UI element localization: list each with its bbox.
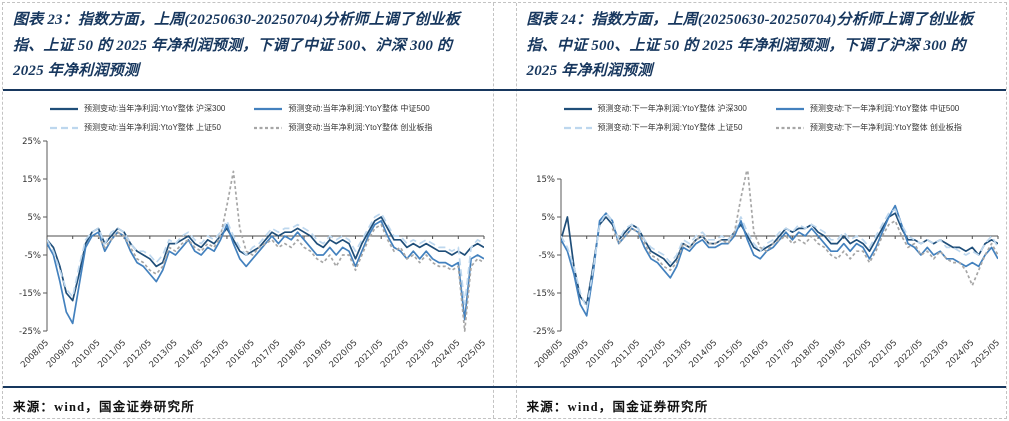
line-chart: 25%15%5%-5%-15%-25%2008/052009/052010/05… xyxy=(19,137,488,370)
legend-item: 预测变动:下一年净利润:YtoY整体 中证500 xyxy=(775,103,962,114)
y-tick-label: 15% xyxy=(22,175,41,185)
legend-label: 预测变动:当年净利润:YtoY整体 沪深300 xyxy=(84,104,226,113)
legend-line-swatch xyxy=(254,126,283,129)
y-tick-label: -25% xyxy=(533,327,555,337)
legend-item: 预测变动:下一年净利润:YtoY整体 沪深300 xyxy=(563,103,747,114)
legend-label: 预测变动:下一年净利润:YtoY整体 沪深300 xyxy=(597,104,747,113)
legend-label: 预测变动:下一年净利润:YtoY整体 中证500 xyxy=(809,104,960,113)
y-tick-label: -15% xyxy=(533,289,555,299)
series-group xyxy=(560,170,998,317)
series-line xyxy=(560,204,998,317)
legend-label: 预测变动:当年净利润:YtoY整体 上证50 xyxy=(84,123,221,132)
legend-line-swatch xyxy=(50,107,78,110)
legend-label: 预测变动:下一年净利润:YtoY整体 上证50 xyxy=(597,123,743,132)
legend-item: 预测变动:当年净利润:YtoY整体 中证500 xyxy=(253,103,432,114)
series-line xyxy=(611,170,998,287)
figure-title-24: 图表 24：指数方面，上周(20250630-20250704)分析师上调了创业… xyxy=(526,12,974,79)
chart-panel-left: 预测变动:当年净利润:YtoY整体 沪深300 预测变动:当年净利润:YtoY整体… xyxy=(3,91,493,386)
legend-label: 预测变动:当年净利润:YtoY整体 创业板指 xyxy=(288,123,433,132)
title-divider-rule xyxy=(3,89,1006,91)
legend-line-swatch xyxy=(775,107,804,110)
column-divider xyxy=(492,3,517,418)
legend-line-swatch xyxy=(563,107,592,110)
legend-item: 预测变动:下一年净利润:YtoY整体 创业板指 xyxy=(775,122,962,133)
legend-label: 预测变动:下一年净利润:YtoY整体 创业板指 xyxy=(809,123,962,132)
y-tick-label: -5% xyxy=(538,251,555,261)
series-line xyxy=(560,212,998,306)
x-tick-label: 2025/05 xyxy=(456,338,488,370)
x-tick-label: 2025/05 xyxy=(970,338,1002,370)
legend-item: 预测变动:当年净利润:YtoY整体 创业板指 xyxy=(253,122,432,133)
series-line xyxy=(47,216,484,302)
source-note-right: 来源：wind，国金证券研究所 xyxy=(526,400,709,414)
chart-area: 15% 5% -5% -15% -25% 2008/05 2009/05 2010/05 201… xyxy=(519,135,1007,382)
legend-item: 预测变动:当年净利润:YtoY整体 沪深300 xyxy=(49,103,225,114)
legend-label: 预测变动:当年净利润:YtoY整体 中证500 xyxy=(288,104,430,113)
legend: 预测变动:下一年净利润:YtoY整体 沪深300 预测变动:下一年净利润:YtoY… xyxy=(563,103,1007,133)
chart-panel-right: 预测变动:下一年净利润:YtoY整体 沪深300 预测变动:下一年净利润:YtoY… xyxy=(517,91,1007,386)
legend: 预测变动:当年净利润:YtoY整体 沪深300 预测变动:当年净利润:YtoY整体… xyxy=(49,103,493,133)
y-tick-label: 25% xyxy=(22,137,41,147)
source-note-left: 来源：wind，国金证券研究所 xyxy=(13,400,195,414)
legend-item: 预测变动:当年净利润:YtoY整体 上证50 xyxy=(49,122,225,133)
y-tick-label: 5% xyxy=(541,213,555,223)
axes: 15%5%-5%-15%-25%2008/052009/052010/05201… xyxy=(533,175,1002,370)
figure-title-23: 图表 23：指数方面，上周(20250630-20250704)分析师上调了创业… xyxy=(13,12,460,79)
source-divider-rule xyxy=(3,386,1006,388)
legend-line-swatch xyxy=(775,126,804,129)
axes: 25%15%5%-5%-15%-25%2008/052009/052010/05… xyxy=(19,137,488,370)
legend-item: 预测变动:下一年净利润:YtoY整体 上证50 xyxy=(563,122,747,133)
y-tick-label: 15% xyxy=(536,175,555,185)
legend-line-swatch xyxy=(254,107,283,110)
legend-line-swatch xyxy=(50,126,78,129)
legend-line-swatch xyxy=(563,126,592,129)
series-line xyxy=(47,212,484,306)
chart-area: 25% 15% 5% -5% -15% -25% 2008/05 2009/05 2010/05… xyxy=(5,135,493,382)
y-tick-label: 5% xyxy=(28,213,42,223)
line-chart: 15%5%-5%-15%-25%2008/052009/052010/05201… xyxy=(533,170,1002,370)
y-tick-label: -5% xyxy=(24,251,41,261)
series-line xyxy=(97,170,484,332)
y-tick-label: -25% xyxy=(19,327,41,337)
series-line xyxy=(560,208,998,310)
series-group xyxy=(47,170,484,332)
y-tick-label: -15% xyxy=(19,289,41,299)
